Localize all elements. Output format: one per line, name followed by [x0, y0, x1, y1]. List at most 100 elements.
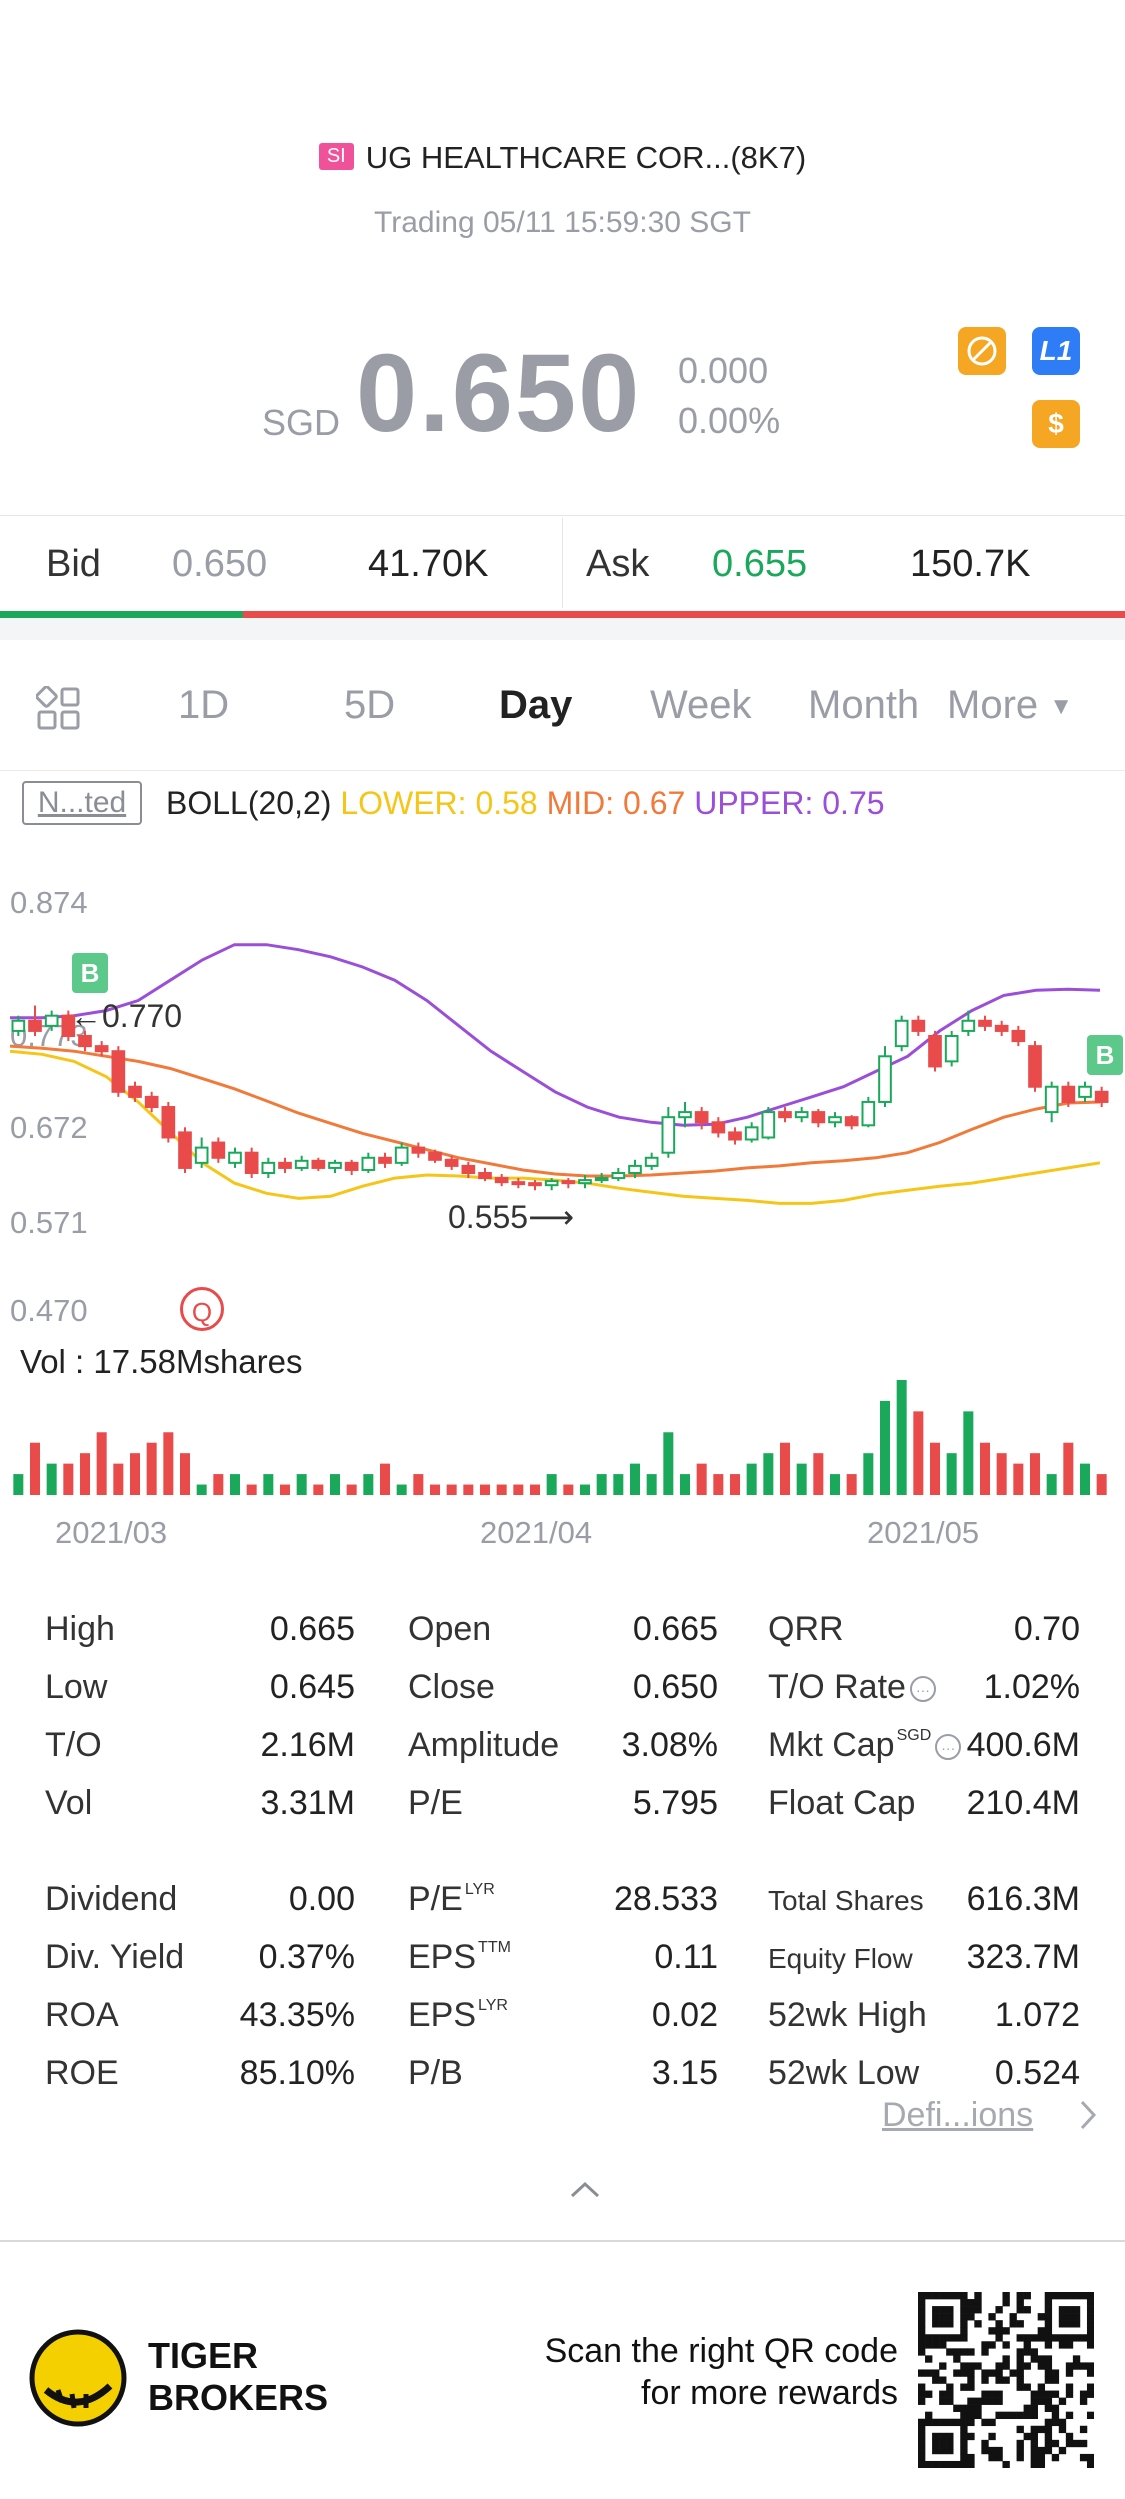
- qr-module: [1065, 2362, 1074, 2370]
- chevron-right-icon[interactable]: [1078, 2098, 1098, 2137]
- definitions-link[interactable]: Defi...ions: [882, 2096, 1034, 2134]
- qr-module: [981, 2369, 989, 2377]
- stat-value: 0.524: [994, 2054, 1080, 2092]
- qr-module: [988, 2432, 996, 2441]
- volume-bar: [563, 1484, 574, 1495]
- candle-body: [661, 1116, 676, 1154]
- quarterly-report-marker[interactable]: Q: [180, 1287, 224, 1331]
- stat-label: T/O Rate ···: [768, 1668, 936, 1707]
- stat-label: ROE: [45, 2054, 119, 2093]
- qr-module: [1065, 2306, 1074, 2314]
- volume-bar: [96, 1432, 107, 1495]
- candle-body: [111, 1050, 126, 1093]
- qr-module: [1058, 2313, 1067, 2321]
- boll-mid-line: [9, 1044, 1101, 1178]
- qr-code-icon[interactable]: [918, 2292, 1094, 2468]
- info-more-icon[interactable]: ···: [935, 1734, 962, 1761]
- qr-module: [1023, 2348, 1031, 2356]
- candle-body: [544, 1180, 559, 1187]
- qr-module: [1002, 2299, 1010, 2307]
- candle-body: [861, 1100, 876, 1127]
- stat-label-text: Div. Yield: [45, 1938, 185, 1976]
- candle-body: [844, 1116, 859, 1127]
- stat-value: 1.02%: [983, 1668, 1080, 1706]
- qr-module: [974, 2397, 982, 2405]
- stat-value: 28.533: [614, 1880, 718, 1918]
- qr-module: [1072, 2292, 1081, 2300]
- qr-module: [953, 2355, 961, 2363]
- stat-value: 3.31M: [260, 1784, 356, 1822]
- volume-bar: [713, 1474, 724, 1495]
- chevron-up-icon[interactable]: [568, 2180, 602, 2205]
- qr-module: [932, 2460, 940, 2468]
- dollar-icon[interactable]: $: [1032, 400, 1080, 448]
- stat-value: 0.645: [269, 1668, 355, 1706]
- qr-module: [953, 2334, 961, 2342]
- ask-price: 0.655: [712, 543, 808, 585]
- candle-body: [444, 1158, 459, 1167]
- tab-1d[interactable]: 1D: [178, 683, 230, 727]
- candle-body: [761, 1111, 776, 1139]
- qr-module: [946, 2446, 954, 2455]
- buy-marker-right[interactable]: B: [1087, 1035, 1123, 1075]
- no-short-icon[interactable]: [958, 327, 1006, 375]
- qr-module: [1044, 2292, 1053, 2300]
- indicator-selector[interactable]: N...ted: [22, 781, 142, 825]
- qr-module: [1002, 2341, 1010, 2349]
- qr-module: [967, 2460, 975, 2468]
- qr-module: [925, 2334, 933, 2342]
- info-more-icon[interactable]: ···: [909, 1676, 936, 1703]
- qr-module: [939, 2397, 947, 2405]
- stat-label-text: Low: [45, 1668, 108, 1706]
- tab-5d[interactable]: 5D: [344, 683, 396, 727]
- qr-module: [1065, 2320, 1074, 2328]
- stat-value: 210.4M: [966, 1784, 1080, 1822]
- footer-divider: [0, 2240, 1125, 2242]
- buy-marker[interactable]: B: [72, 953, 108, 993]
- chevron-down-icon: ▼: [1049, 693, 1074, 720]
- qr-module: [925, 2369, 933, 2377]
- y-tick-3: 0.571: [10, 1205, 88, 1240]
- layout-grid-icon[interactable]: [35, 685, 82, 737]
- qr-module: [1079, 2292, 1088, 2300]
- qr-module: [1016, 2383, 1024, 2391]
- tab-month[interactable]: Month: [808, 683, 920, 727]
- qr-module: [946, 2460, 954, 2468]
- qr-module: [1086, 2390, 1094, 2398]
- promo-line-1: Scan the right QR code: [544, 2332, 898, 2370]
- candle-body: [78, 1034, 92, 1048]
- stat-label: Close: [408, 1668, 495, 1707]
- qr-module: [1072, 2355, 1081, 2363]
- level1-data-icon[interactable]: L1: [1032, 327, 1080, 375]
- volume-bar: [446, 1484, 457, 1495]
- candle-body: [478, 1171, 492, 1180]
- stock-name: UG HEALTHCARE COR...(8K7): [365, 140, 807, 175]
- candle-body: [528, 1182, 542, 1187]
- qr-module: [981, 2376, 989, 2384]
- qr-module: [974, 2362, 982, 2370]
- qr-module: [1051, 2334, 1060, 2342]
- stat-label-text: Float Cap: [768, 1784, 916, 1822]
- qr-module: [1072, 2306, 1081, 2314]
- brand-name: TIGER BROKERS: [148, 2335, 328, 2419]
- stat-label-text: Open: [408, 1610, 492, 1648]
- qr-module: [1051, 2292, 1060, 2300]
- qr-module: [918, 2460, 926, 2468]
- tab-more[interactable]: More ▼: [947, 683, 1073, 728]
- volume-bar: [180, 1453, 190, 1495]
- tab-day[interactable]: Day: [499, 683, 573, 727]
- candle-body: [228, 1151, 242, 1164]
- qr-module: [1086, 2341, 1094, 2349]
- candle-body: [44, 1014, 59, 1027]
- qr-module: [981, 2397, 989, 2405]
- candle-body: [1044, 1085, 1059, 1114]
- price-chart[interactable]: [0, 860, 1125, 1510]
- qr-module: [1058, 2418, 1067, 2427]
- qr-module: [918, 2313, 926, 2321]
- candle-body: [461, 1164, 476, 1174]
- volume-bar: [996, 1453, 1007, 1495]
- qr-module: [1023, 2411, 1031, 2420]
- volume-bar: [130, 1453, 140, 1495]
- qr-module: [953, 2418, 961, 2427]
- tab-week[interactable]: Week: [650, 683, 752, 727]
